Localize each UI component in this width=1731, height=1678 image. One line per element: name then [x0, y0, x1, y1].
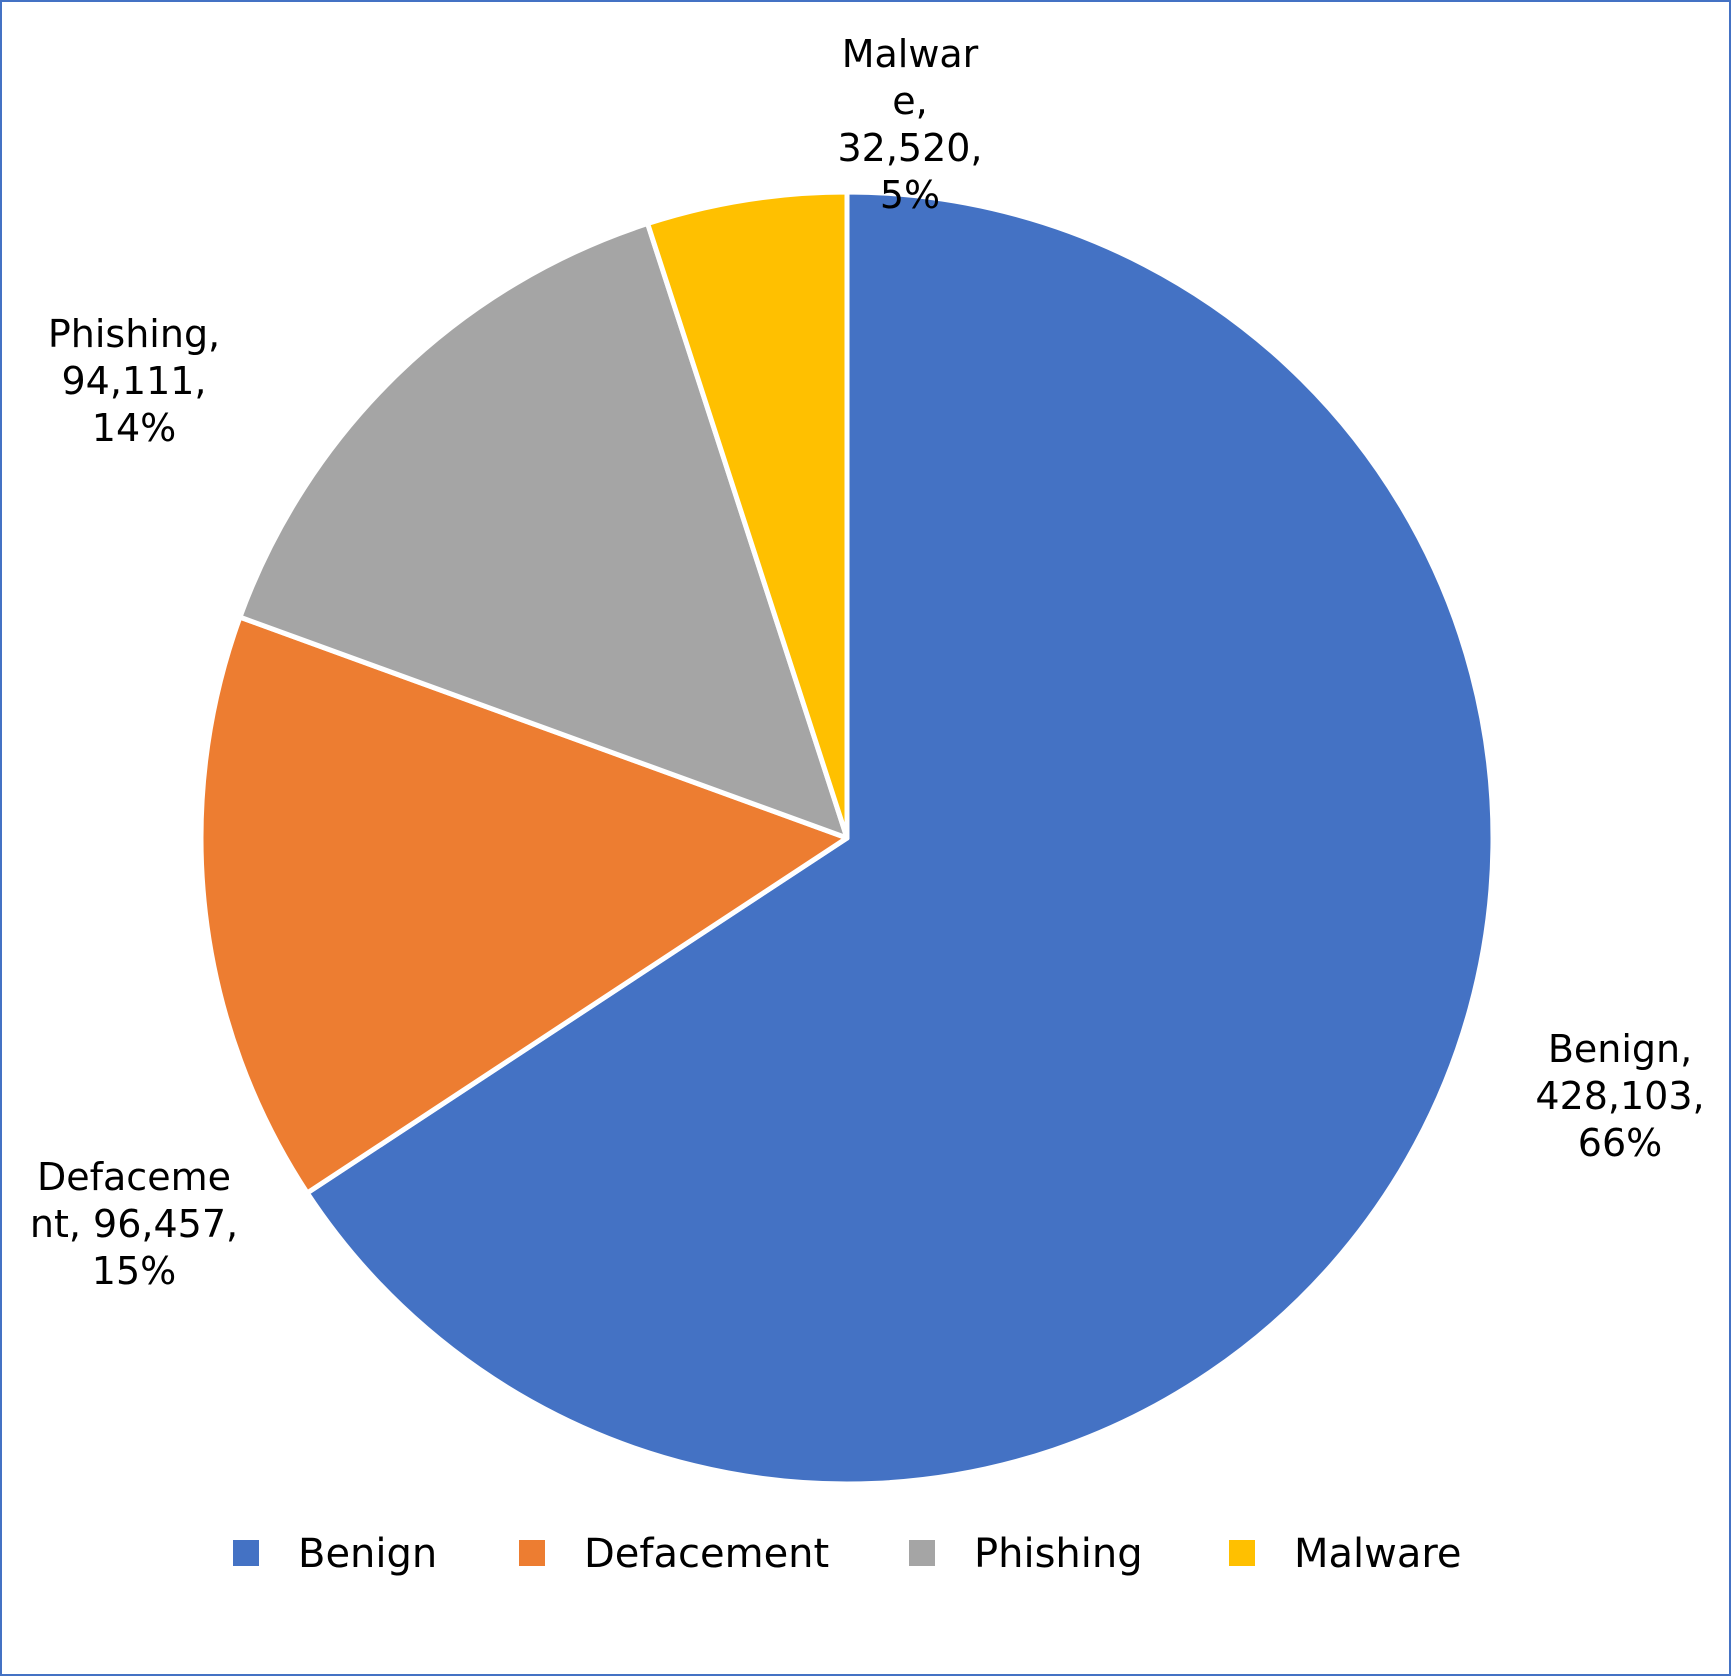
legend-label-benign: Benign — [298, 1531, 437, 1577]
legend-item-malware: Malware — [1229, 1531, 1462, 1577]
data-label-line: e, — [892, 79, 927, 123]
data-label-line: Malwar — [842, 32, 979, 76]
data-label-line: 14% — [92, 406, 176, 450]
legend-item-defacement: Defacement — [519, 1531, 829, 1577]
data-label-line: 428,103, — [1535, 1074, 1704, 1118]
legend-label-malware: Malware — [1294, 1531, 1462, 1577]
data-label-line: 66% — [1578, 1121, 1662, 1165]
data-label-line: nt, 96,457, — [30, 1202, 238, 1246]
data-label-line: Defaceme — [37, 1155, 231, 1199]
data-label-line: Phishing, — [48, 312, 220, 356]
data-label-line: Benign, — [1548, 1027, 1692, 1071]
data-label-line: 5% — [880, 173, 940, 217]
pie-slice-malware — [645, 189, 850, 841]
legend-item-benign: Benign — [233, 1531, 437, 1577]
data-label-defacement: Defaceme nt, 96,457, 15% — [30, 1155, 238, 1293]
legend-swatch-phishing — [909, 1540, 935, 1566]
legend-label-phishing: Phishing — [974, 1531, 1143, 1577]
data-label-line: 15% — [92, 1249, 176, 1293]
pie-slice-benign — [304, 189, 1496, 1487]
data-label-phishing: Phishing, 94,111, 14% — [48, 312, 220, 450]
data-labels: Benign, 428,103, 66% Defaceme nt, 96,457, 15%… — [30, 32, 1705, 1293]
legend-swatch-defacement — [519, 1540, 545, 1566]
data-label-line: 32,520, — [837, 126, 982, 170]
data-label-benign: Benign, 428,103, 66% — [1535, 1027, 1704, 1165]
pie-slices — [198, 189, 1496, 1487]
data-label-malware: Malwar e, 32,520, 5% — [837, 32, 982, 217]
pie-slice-defacement — [198, 614, 850, 1196]
legend-swatch-malware — [1229, 1540, 1255, 1566]
legend-label-defacement: Defacement — [584, 1531, 829, 1577]
legend: Benign Defacement Phishing Malware — [233, 1531, 1462, 1577]
legend-swatch-benign — [233, 1540, 259, 1566]
data-label-line: 94,111, — [61, 359, 206, 403]
legend-item-phishing: Phishing — [909, 1531, 1143, 1577]
